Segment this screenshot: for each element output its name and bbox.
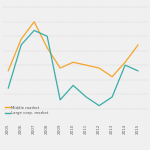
Legend: Middle market, Large corp. market: Middle market, Large corp. market bbox=[5, 106, 48, 115]
